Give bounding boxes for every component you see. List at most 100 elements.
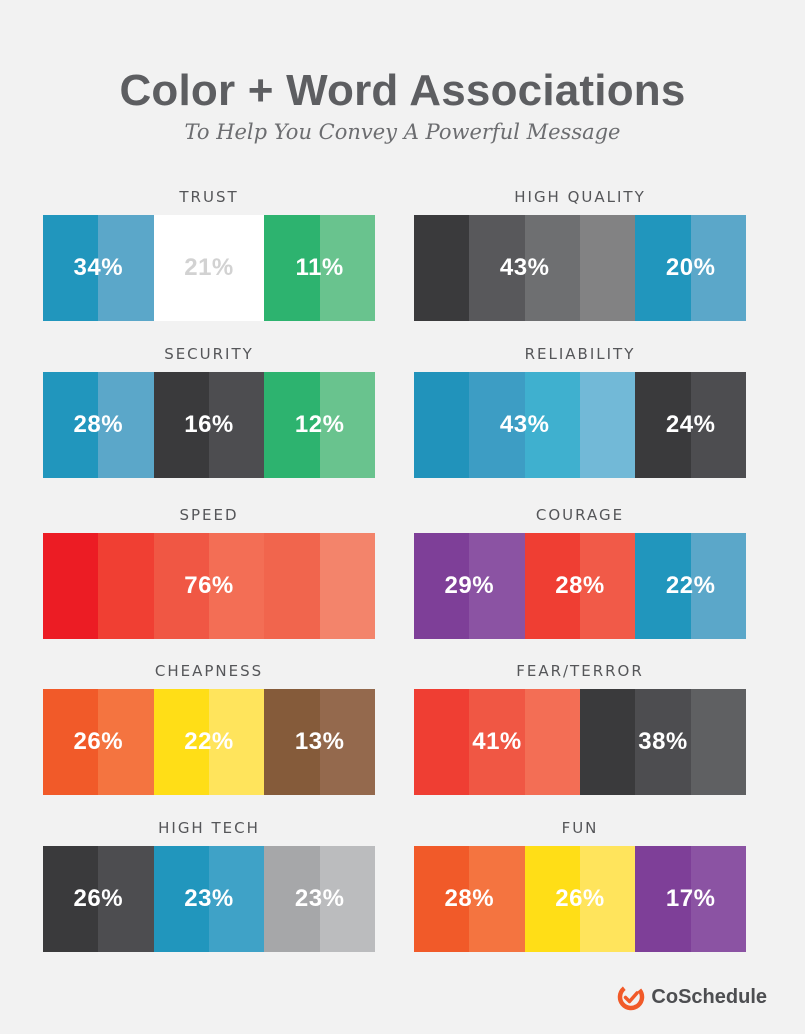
color-swatch	[98, 372, 154, 478]
percentage-value: 20%	[665, 254, 716, 281]
percentage-value: 28%	[444, 885, 495, 912]
color-swatch	[524, 372, 580, 478]
percentage-value: 17%	[665, 885, 716, 912]
color-swatch	[319, 846, 375, 952]
percentage-value: 43%	[499, 411, 550, 438]
color-swatch	[414, 372, 470, 478]
association-card: HIGH QUALITY 43% 20%	[414, 187, 746, 321]
color-swatch	[690, 689, 746, 795]
card-label: HIGH TECH	[158, 819, 260, 837]
percentage-value: 13%	[294, 728, 345, 755]
association-card: COURAGE 29% 28% 22%	[414, 505, 746, 639]
color-swatch	[43, 215, 99, 321]
color-swatch	[524, 689, 580, 795]
percentage-value: 41%	[472, 728, 522, 755]
color-swatch	[469, 372, 525, 478]
percentage-value: 26%	[555, 885, 605, 912]
color-swatch	[43, 846, 99, 952]
color-swatch	[579, 215, 636, 321]
color-swatch	[579, 689, 636, 795]
association-card: TRUST 34% 21% 11%	[43, 187, 375, 321]
color-swatch	[469, 215, 525, 321]
color-swatch	[469, 533, 525, 639]
percentage-value: 11%	[295, 254, 344, 281]
percentage-value: 38%	[638, 728, 688, 755]
color-swatch	[319, 215, 375, 321]
brand-name: CoSchedule	[651, 985, 767, 1008]
color-swatch	[690, 215, 746, 321]
color-bar	[414, 846, 746, 952]
color-swatch	[208, 689, 265, 795]
page-title: Color + Word Associations	[119, 66, 686, 115]
color-swatch	[264, 689, 320, 795]
color-swatch	[319, 689, 375, 795]
color-swatch	[414, 215, 470, 321]
percentage-value: 26%	[73, 728, 124, 755]
color-swatch	[153, 372, 209, 478]
color-bar	[43, 372, 375, 478]
color-swatch	[153, 215, 209, 321]
color-bar	[414, 372, 746, 478]
percentage-value: 24%	[665, 411, 716, 438]
color-swatch	[264, 215, 320, 321]
percentage-value: 23%	[184, 885, 234, 912]
color-swatch	[98, 846, 154, 952]
color-swatch	[579, 372, 636, 478]
percentage-value: 76%	[184, 572, 234, 599]
color-bar	[414, 689, 746, 795]
percentage-value: 12%	[294, 411, 345, 438]
color-swatch	[264, 846, 320, 952]
color-swatch	[469, 846, 525, 952]
color-swatch	[635, 533, 691, 639]
color-swatch	[264, 372, 320, 478]
color-swatch	[690, 846, 746, 952]
color-swatch	[690, 372, 746, 478]
percentage-value: 23%	[294, 885, 345, 912]
color-swatch	[153, 846, 209, 952]
color-swatch	[690, 533, 746, 639]
brand: CoSchedule	[617, 983, 767, 1011]
color-swatch	[414, 846, 470, 952]
percentage-value: 29%	[444, 572, 495, 599]
percentage-value: 28%	[73, 411, 124, 438]
color-swatch	[153, 689, 209, 795]
color-bar	[43, 533, 375, 639]
color-swatch	[98, 215, 154, 321]
color-swatch	[635, 846, 691, 952]
color-swatch	[469, 689, 525, 795]
color-swatch	[524, 533, 580, 639]
color-swatch	[208, 372, 265, 478]
card-label: COURAGE	[535, 506, 625, 524]
color-swatch	[98, 533, 154, 639]
color-swatch	[98, 689, 154, 795]
color-swatch	[208, 215, 265, 321]
percentage-value: 28%	[555, 572, 605, 599]
color-swatch	[524, 215, 580, 321]
association-card: RELIABILITY 43% 24%	[414, 344, 746, 478]
color-swatch	[43, 689, 99, 795]
card-label: SECURITY	[164, 345, 254, 363]
color-swatch	[579, 846, 636, 952]
color-swatch	[153, 533, 209, 639]
association-card: CHEAPNESS 26% 22% 13%	[43, 661, 375, 795]
page-subtitle: To Help You Convey A Powerful Message	[184, 120, 621, 144]
percentage-value: 43%	[499, 254, 550, 281]
color-bar	[43, 215, 375, 321]
color-swatch	[319, 533, 375, 639]
percentage-value: 21%	[184, 254, 234, 281]
color-bar	[414, 215, 746, 321]
association-card: SPEED 76%	[43, 505, 375, 639]
percentage-value: 16%	[184, 411, 234, 438]
card-label: HIGH QUALITY	[514, 188, 646, 206]
color-swatch	[414, 689, 470, 795]
color-bar	[43, 846, 375, 952]
color-swatch	[635, 689, 691, 795]
color-swatch	[208, 533, 265, 639]
color-swatch	[208, 846, 265, 952]
association-card: HIGH TECH 26% 23% 23%	[43, 818, 375, 952]
color-bar	[414, 533, 746, 639]
color-swatch	[319, 372, 375, 478]
card-label: TRUST	[179, 188, 239, 206]
color-swatch	[635, 372, 691, 478]
card-label: FUN	[561, 819, 599, 837]
